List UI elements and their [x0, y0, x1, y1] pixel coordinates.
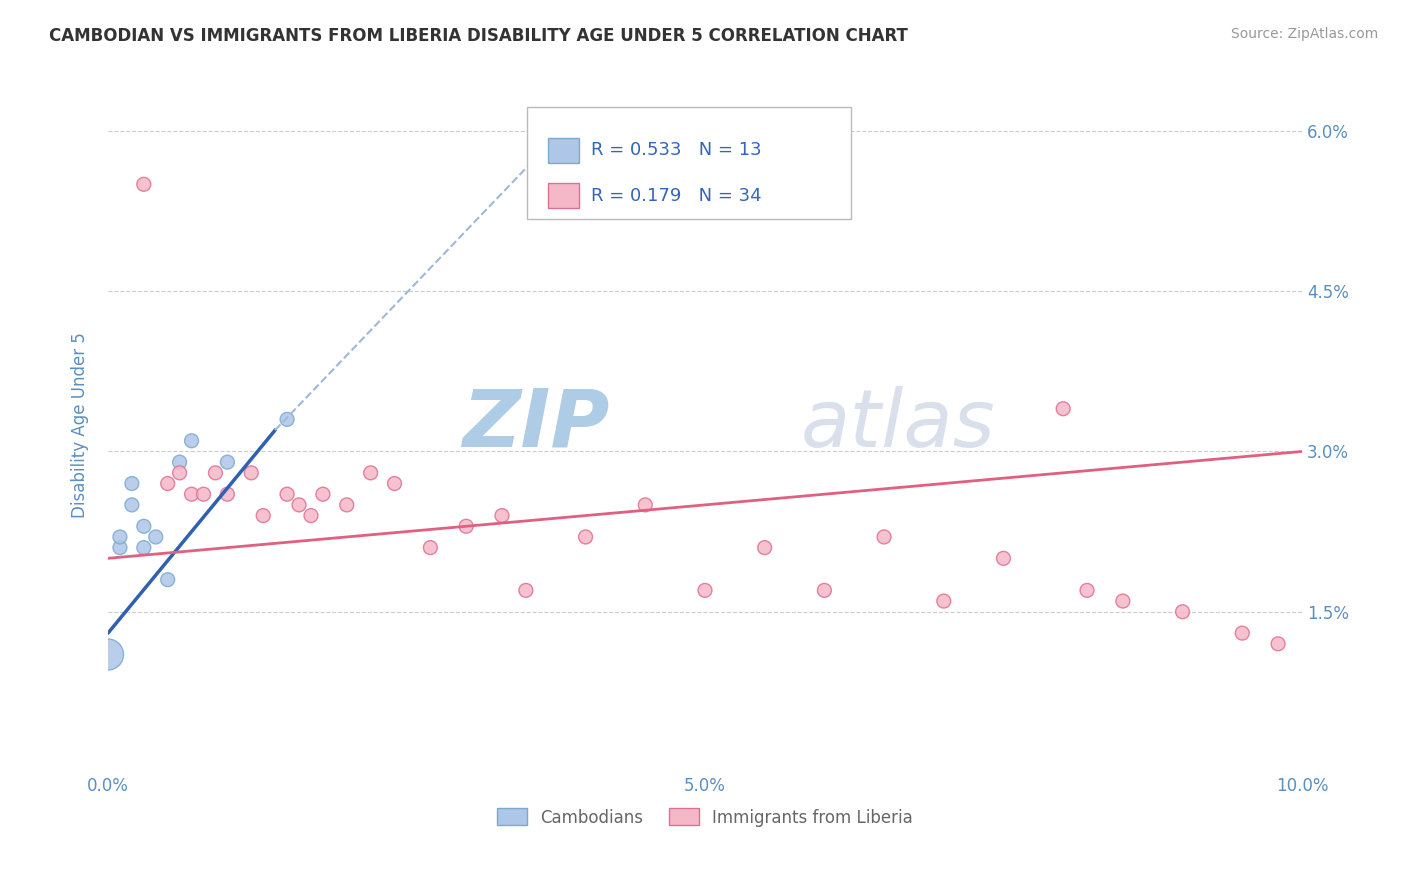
Point: [873, 530, 896, 544]
Point: [754, 541, 776, 555]
Point: [240, 466, 263, 480]
Point: [145, 530, 167, 544]
Point: [1171, 605, 1194, 619]
Y-axis label: Disability Age Under 5: Disability Age Under 5: [72, 332, 89, 517]
Point: [193, 487, 215, 501]
Point: [132, 178, 155, 192]
Text: Source: ZipAtlas.com: Source: ZipAtlas.com: [1230, 27, 1378, 41]
Text: atlas: atlas: [800, 385, 995, 464]
Point: [108, 530, 131, 544]
Point: [276, 487, 298, 501]
Point: [813, 583, 835, 598]
Point: [180, 487, 202, 501]
Point: [336, 498, 359, 512]
Point: [169, 466, 191, 480]
Point: [515, 583, 537, 598]
Point: [276, 412, 298, 426]
Point: [217, 455, 239, 469]
Text: ZIP: ZIP: [463, 385, 609, 464]
Point: [634, 498, 657, 512]
Point: [1232, 626, 1254, 640]
Point: [121, 498, 143, 512]
Point: [693, 583, 716, 598]
Point: [1112, 594, 1135, 608]
Text: R = 0.179   N = 34: R = 0.179 N = 34: [591, 186, 761, 204]
Point: [156, 573, 179, 587]
Point: [299, 508, 322, 523]
Point: [419, 541, 441, 555]
Point: [574, 530, 596, 544]
Point: [993, 551, 1015, 566]
Legend: Cambodians, Immigrants from Liberia: Cambodians, Immigrants from Liberia: [491, 802, 920, 833]
Point: [204, 466, 226, 480]
Point: [288, 498, 311, 512]
Point: [180, 434, 202, 448]
Text: CAMBODIAN VS IMMIGRANTS FROM LIBERIA DISABILITY AGE UNDER 5 CORRELATION CHART: CAMBODIAN VS IMMIGRANTS FROM LIBERIA DIS…: [49, 27, 908, 45]
Point: [217, 487, 239, 501]
Point: [384, 476, 406, 491]
Point: [312, 487, 335, 501]
Point: [932, 594, 955, 608]
Point: [132, 519, 155, 533]
Point: [491, 508, 513, 523]
Point: [169, 455, 191, 469]
Point: [156, 476, 179, 491]
Point: [108, 541, 131, 555]
Point: [360, 466, 382, 480]
Point: [97, 648, 120, 662]
Point: [121, 476, 143, 491]
Point: [132, 541, 155, 555]
Text: R = 0.533   N = 13: R = 0.533 N = 13: [591, 142, 761, 160]
Point: [456, 519, 478, 533]
Point: [252, 508, 274, 523]
Point: [1267, 637, 1289, 651]
Point: [1076, 583, 1098, 598]
Point: [1052, 401, 1074, 416]
